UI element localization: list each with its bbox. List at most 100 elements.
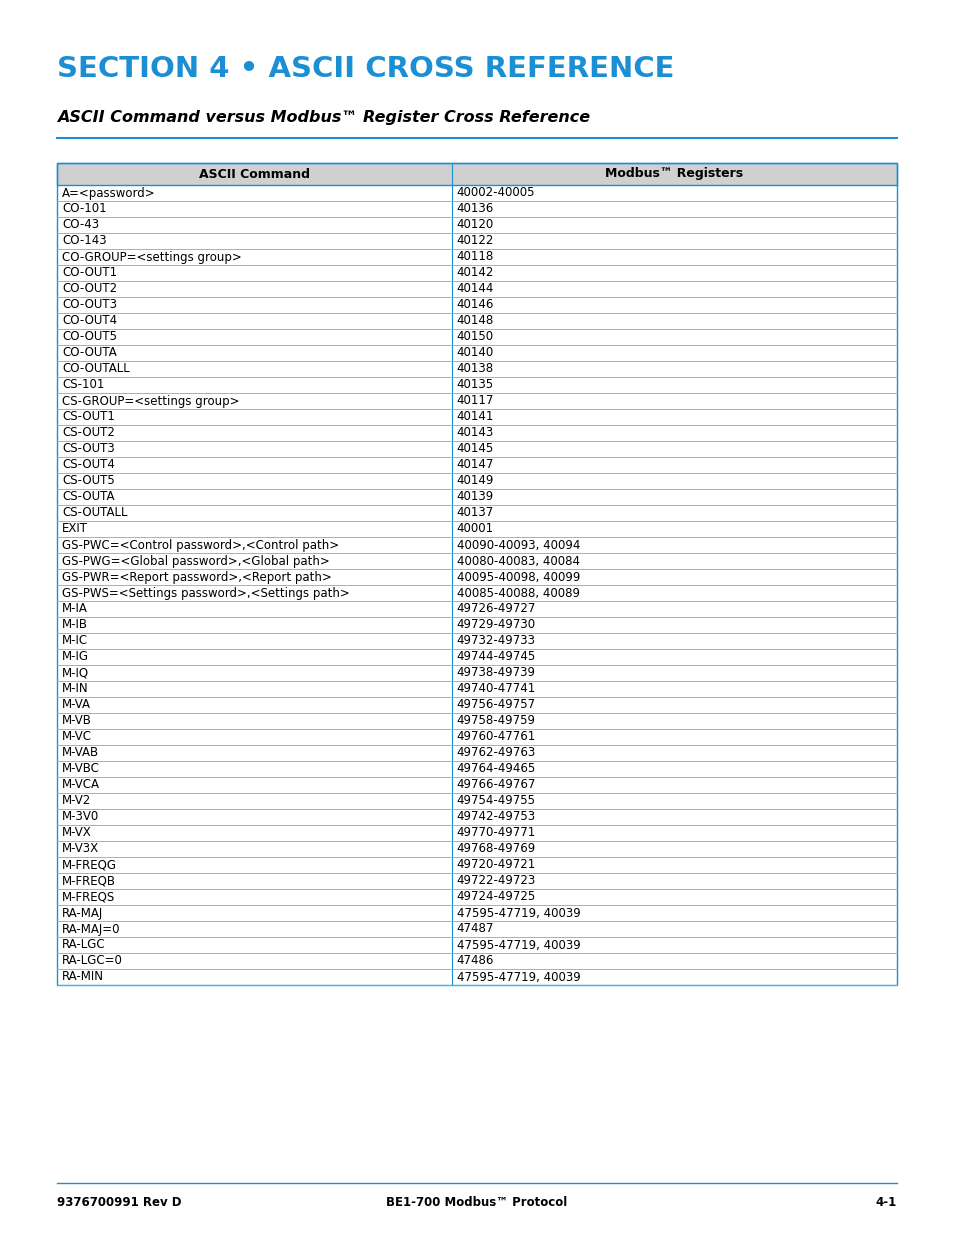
Text: 40080-40083, 40084: 40080-40083, 40084	[456, 555, 579, 568]
Text: M-FREQS: M-FREQS	[62, 890, 115, 904]
Text: 49756-49757: 49756-49757	[456, 699, 536, 711]
Text: GS-PWR=<Report password>,<Report path>: GS-PWR=<Report password>,<Report path>	[62, 571, 332, 583]
Text: CS-OUT3: CS-OUT3	[62, 442, 114, 456]
Text: 40141: 40141	[456, 410, 494, 424]
Text: CO-43: CO-43	[62, 219, 99, 231]
Text: M-VA: M-VA	[62, 699, 91, 711]
Text: 40142: 40142	[456, 267, 494, 279]
Text: 40147: 40147	[456, 458, 494, 472]
Text: CS-OUT4: CS-OUT4	[62, 458, 114, 472]
Text: M-IN: M-IN	[62, 683, 89, 695]
Text: 40139: 40139	[456, 490, 494, 504]
Text: CO-OUT3: CO-OUT3	[62, 299, 117, 311]
Text: GS-PWC=<Control password>,<Control path>: GS-PWC=<Control password>,<Control path>	[62, 538, 338, 552]
Text: M-VBC: M-VBC	[62, 762, 100, 776]
Text: RA-MIN: RA-MIN	[62, 971, 104, 983]
Text: A=<password>: A=<password>	[62, 186, 155, 200]
Text: Modbus™ Registers: Modbus™ Registers	[605, 168, 742, 180]
Text: 49722-49723: 49722-49723	[456, 874, 536, 888]
Text: RA-LGC: RA-LGC	[62, 939, 106, 951]
Text: CO-GROUP=<settings group>: CO-GROUP=<settings group>	[62, 251, 241, 263]
Text: 49764-49465: 49764-49465	[456, 762, 536, 776]
Text: M-VC: M-VC	[62, 730, 91, 743]
Text: 49724-49725: 49724-49725	[456, 890, 536, 904]
Text: M-IG: M-IG	[62, 651, 89, 663]
Text: M-FREQG: M-FREQG	[62, 858, 117, 872]
Text: 49732-49733: 49732-49733	[456, 635, 536, 647]
Text: RA-LGC=0: RA-LGC=0	[62, 955, 123, 967]
Text: CS-OUT5: CS-OUT5	[62, 474, 114, 488]
Text: M-VCA: M-VCA	[62, 778, 100, 792]
Text: CO-143: CO-143	[62, 235, 107, 247]
Text: EXIT: EXIT	[62, 522, 88, 536]
Text: CS-OUTA: CS-OUTA	[62, 490, 114, 504]
Text: 47595-47719, 40039: 47595-47719, 40039	[456, 906, 580, 920]
Text: GS-PWS=<Settings password>,<Settings path>: GS-PWS=<Settings password>,<Settings pat…	[62, 587, 350, 599]
Text: SECTION 4 • ASCII CROSS REFERENCE: SECTION 4 • ASCII CROSS REFERENCE	[57, 56, 674, 83]
Text: 49766-49767: 49766-49767	[456, 778, 536, 792]
Text: 49740-47741: 49740-47741	[456, 683, 536, 695]
Text: 40149: 40149	[456, 474, 494, 488]
Text: CS-OUT2: CS-OUT2	[62, 426, 114, 440]
Text: 49760-47761: 49760-47761	[456, 730, 536, 743]
Text: 47487: 47487	[456, 923, 494, 935]
Text: 40143: 40143	[456, 426, 494, 440]
Text: 40002-40005: 40002-40005	[456, 186, 535, 200]
Text: M-V3X: M-V3X	[62, 842, 99, 856]
Text: CO-OUT2: CO-OUT2	[62, 283, 117, 295]
Bar	[57, 163, 896, 986]
Text: 47486: 47486	[456, 955, 494, 967]
Text: 40135: 40135	[456, 378, 494, 391]
Text: 40150: 40150	[456, 331, 494, 343]
Text: M-IB: M-IB	[62, 619, 88, 631]
Text: M-VB: M-VB	[62, 715, 91, 727]
Text: M-IA: M-IA	[62, 603, 88, 615]
Text: 49758-49759: 49758-49759	[456, 715, 536, 727]
Text: CO-101: CO-101	[62, 203, 107, 215]
Text: 40148: 40148	[456, 315, 494, 327]
Text: 40090-40093, 40094: 40090-40093, 40094	[456, 538, 579, 552]
Text: 49742-49753: 49742-49753	[456, 810, 536, 824]
Text: M-VAB: M-VAB	[62, 746, 99, 760]
Text: M-FREQB: M-FREQB	[62, 874, 116, 888]
Text: GS-PWG=<Global password>,<Global path>: GS-PWG=<Global password>,<Global path>	[62, 555, 330, 568]
Text: 49720-49721: 49720-49721	[456, 858, 536, 872]
Text: 40136: 40136	[456, 203, 494, 215]
Text: CO-OUT5: CO-OUT5	[62, 331, 117, 343]
Text: 40145: 40145	[456, 442, 494, 456]
Text: 40085-40088, 40089: 40085-40088, 40089	[456, 587, 579, 599]
Text: 49762-49763: 49762-49763	[456, 746, 536, 760]
Text: 40117: 40117	[456, 394, 494, 408]
Text: 4-1: 4-1	[875, 1195, 896, 1209]
Text: M-3V0: M-3V0	[62, 810, 99, 824]
Text: 40118: 40118	[456, 251, 494, 263]
Text: 40138: 40138	[456, 363, 494, 375]
Text: 40122: 40122	[456, 235, 494, 247]
Text: 47595-47719, 40039: 47595-47719, 40039	[456, 939, 580, 951]
Text: 49729-49730: 49729-49730	[456, 619, 536, 631]
Text: RA-MAJ: RA-MAJ	[62, 906, 103, 920]
Text: ASCII Command: ASCII Command	[198, 168, 310, 180]
Text: CO-OUTALL: CO-OUTALL	[62, 363, 130, 375]
Text: CO-OUT1: CO-OUT1	[62, 267, 117, 279]
Text: 40001: 40001	[456, 522, 494, 536]
Text: CS-101: CS-101	[62, 378, 104, 391]
Text: 47595-47719, 40039: 47595-47719, 40039	[456, 971, 580, 983]
Text: 49744-49745: 49744-49745	[456, 651, 536, 663]
Text: CS-GROUP=<settings group>: CS-GROUP=<settings group>	[62, 394, 239, 408]
Text: CO-OUTA: CO-OUTA	[62, 347, 116, 359]
Text: 40120: 40120	[456, 219, 494, 231]
Text: 40144: 40144	[456, 283, 494, 295]
Text: M-VX: M-VX	[62, 826, 91, 840]
Text: 40146: 40146	[456, 299, 494, 311]
Text: CO-OUT4: CO-OUT4	[62, 315, 117, 327]
Text: CS-OUT1: CS-OUT1	[62, 410, 114, 424]
Text: M-IQ: M-IQ	[62, 667, 89, 679]
Text: BE1-700 Modbus™ Protocol: BE1-700 Modbus™ Protocol	[386, 1195, 567, 1209]
Text: M-V2: M-V2	[62, 794, 91, 808]
Text: 49770-49771: 49770-49771	[456, 826, 536, 840]
Text: 40095-40098, 40099: 40095-40098, 40099	[456, 571, 579, 583]
Text: RA-MAJ=0: RA-MAJ=0	[62, 923, 120, 935]
Text: 49754-49755: 49754-49755	[456, 794, 536, 808]
Text: 49768-49769: 49768-49769	[456, 842, 536, 856]
